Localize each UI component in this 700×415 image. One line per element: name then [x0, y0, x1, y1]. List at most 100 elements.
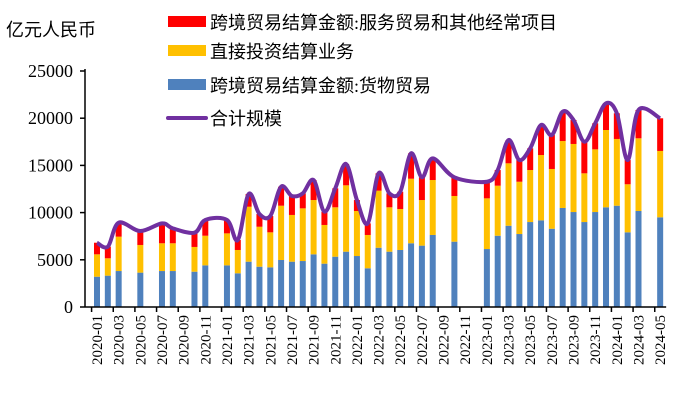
bar-fdi	[548, 168, 555, 229]
bar-fdi	[191, 246, 198, 272]
bar-goods	[299, 261, 306, 307]
bar-services	[418, 177, 425, 201]
bar-goods	[418, 245, 425, 307]
bar-goods	[548, 228, 555, 307]
bar-fdi	[332, 207, 339, 257]
legend-swatch	[168, 16, 206, 27]
bar-goods	[635, 210, 642, 307]
bar-goods	[234, 273, 241, 307]
bar-goods	[538, 220, 545, 307]
bar-goods	[397, 249, 404, 307]
legend-swatch	[168, 79, 206, 90]
bar-fdi	[310, 200, 317, 255]
bar-services	[321, 211, 328, 225]
bar-fdi	[418, 200, 425, 246]
x-tick-label: 2024-03	[632, 315, 648, 365]
x-tick-label: 2021-09	[307, 315, 323, 365]
bar-goods	[527, 222, 534, 307]
bar-fdi	[570, 143, 577, 213]
bar-fdi	[137, 244, 144, 273]
bar-goods	[158, 271, 165, 307]
bar-services	[505, 140, 512, 164]
bar-goods	[321, 263, 328, 307]
x-tick-label: 2023-11	[588, 315, 604, 364]
bar-fdi	[115, 236, 122, 272]
bar-services	[603, 103, 610, 130]
bar-goods	[559, 207, 566, 307]
bar-fdi	[494, 185, 501, 236]
bar-goods	[94, 276, 100, 307]
bar-services	[343, 163, 350, 186]
bar-services	[115, 222, 122, 237]
bar-services	[364, 223, 371, 235]
x-tick-label: 2024-05	[653, 315, 669, 365]
bar-goods	[375, 247, 382, 307]
bar-services	[408, 153, 415, 179]
bar-goods	[657, 217, 664, 307]
bar-services	[191, 232, 198, 247]
bar-goods	[516, 234, 523, 307]
x-tick-label: 2024-01	[610, 315, 626, 365]
y-tick-label: 20000	[28, 108, 73, 128]
bar-services	[559, 111, 566, 142]
bar-goods	[104, 275, 111, 307]
bar-services	[570, 119, 577, 144]
bar-fdi	[592, 149, 599, 213]
bar-fdi	[234, 249, 241, 274]
bar-goods	[624, 232, 631, 307]
legend-swatch	[168, 45, 206, 56]
bar-goods	[613, 205, 620, 307]
bar-fdi	[278, 205, 285, 260]
x-tick-label: 2022-09	[437, 315, 453, 365]
bar-fdi	[451, 195, 458, 242]
bar-fdi	[657, 150, 664, 218]
bar-goods	[169, 271, 176, 307]
bar-fdi	[202, 235, 209, 266]
bar-goods	[278, 259, 285, 307]
bar-goods	[483, 249, 490, 307]
x-tick-label: 2020-05	[133, 315, 149, 365]
bar-goods	[386, 251, 393, 307]
bar-fdi	[375, 190, 382, 248]
x-tick-label: 2020-03	[112, 315, 128, 365]
bar-services	[581, 141, 588, 174]
legend-label: 跨境贸易结算金额:货物贸易	[210, 76, 431, 96]
bar-fdi	[94, 254, 100, 277]
bar-fdi	[223, 233, 230, 266]
bar-services	[202, 219, 209, 236]
x-tick-label: 2022-05	[393, 315, 409, 365]
bar-goods	[245, 261, 252, 307]
bar-services	[386, 193, 393, 208]
bar-services	[397, 191, 404, 210]
bar-fdi	[527, 170, 534, 223]
bar-fdi	[613, 138, 620, 206]
bar-fdi	[288, 214, 295, 262]
bar-services	[267, 215, 274, 233]
x-tick-label: 2023-05	[523, 315, 539, 365]
bar-fdi	[429, 180, 436, 235]
bar-services	[169, 228, 176, 244]
y-tick-label: 0	[64, 297, 73, 317]
y-tick-label: 15000	[28, 155, 73, 175]
bar-fdi	[538, 155, 545, 221]
bar-services	[234, 239, 241, 250]
x-tick-label: 2021-07	[285, 315, 301, 365]
bar-fdi	[559, 141, 566, 208]
bar-fdi	[158, 243, 165, 272]
x-tick-label: 2022-07	[415, 315, 431, 365]
bar-goods	[137, 272, 144, 307]
bar-fdi	[267, 232, 274, 268]
bar-services	[223, 219, 230, 234]
bar-fdi	[256, 226, 263, 267]
x-tick-label: 2023-01	[480, 315, 496, 365]
bar-goods	[603, 207, 610, 307]
x-tick-label: 2020-07	[155, 315, 171, 365]
bar-services	[256, 214, 263, 227]
bar-goods	[223, 265, 230, 307]
bar-fdi	[353, 210, 360, 257]
bar-goods	[570, 212, 577, 307]
bar-goods	[310, 254, 317, 307]
x-tick-label: 2021-11	[328, 315, 344, 364]
bar-services	[548, 135, 555, 169]
